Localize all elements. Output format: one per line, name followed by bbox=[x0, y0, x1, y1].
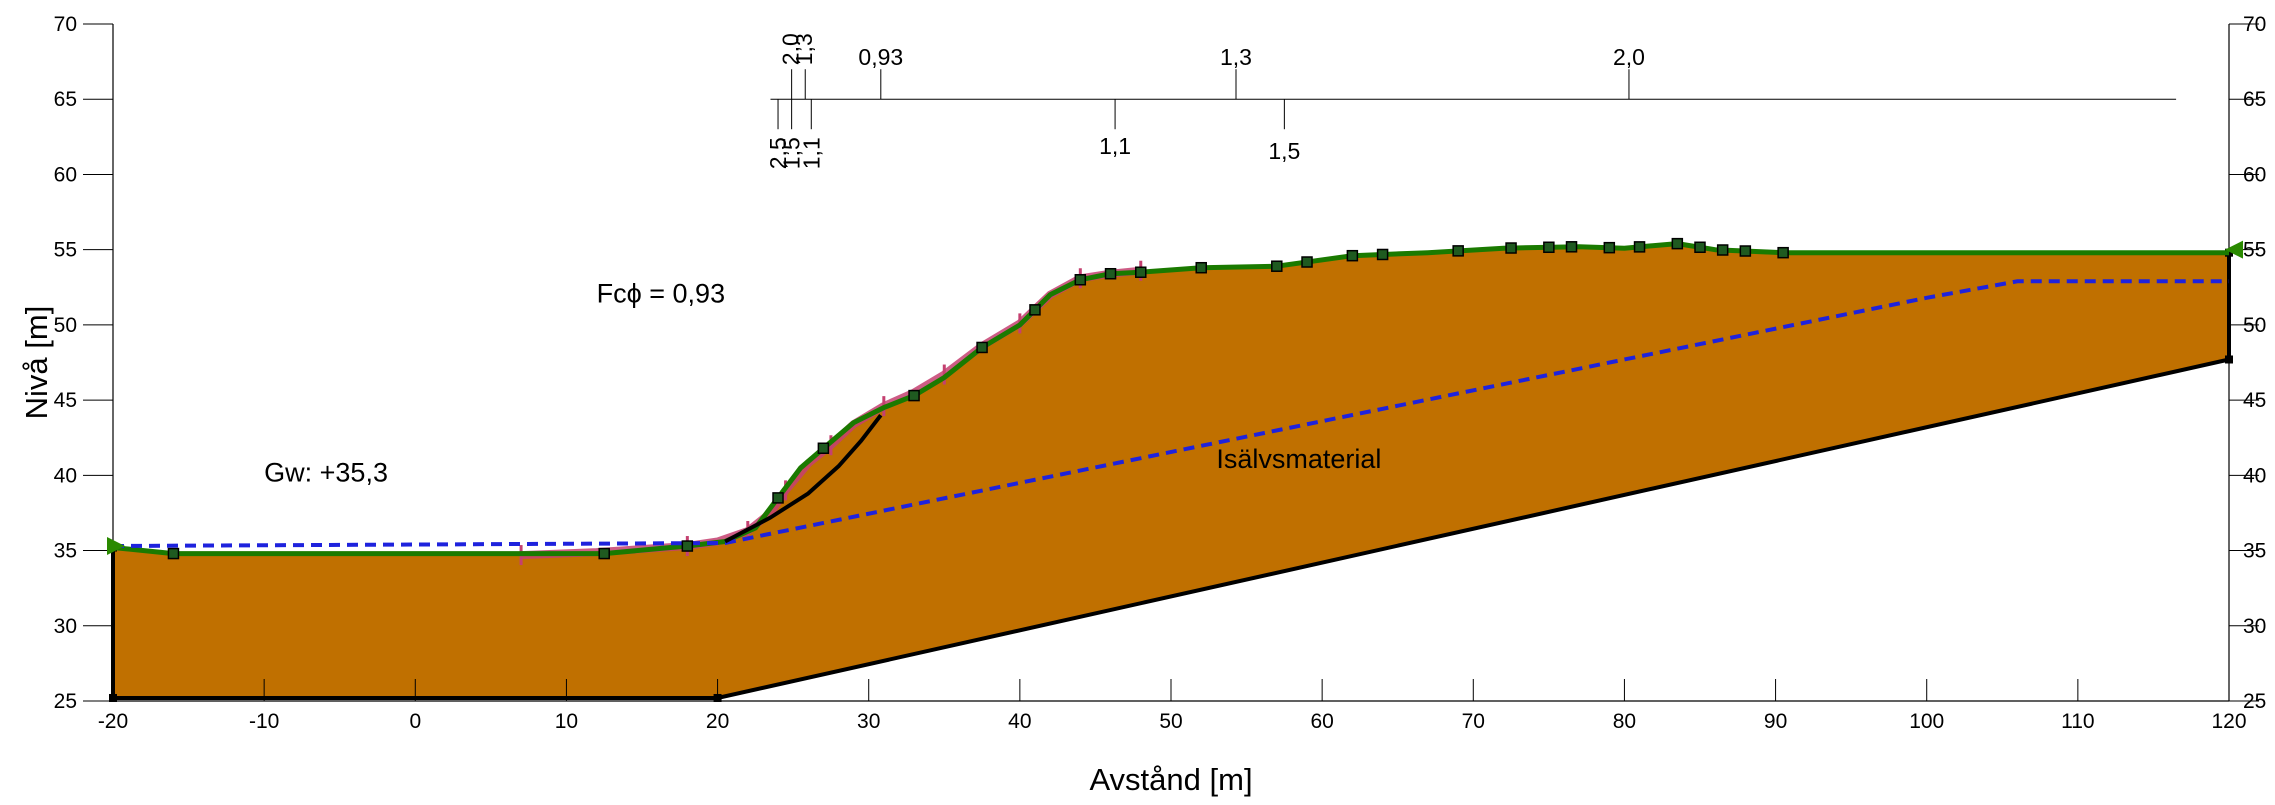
boundary-node bbox=[2225, 355, 2233, 364]
y-tick-label-left: 30 bbox=[54, 615, 77, 638]
fs-label-below: 1,1 bbox=[798, 137, 824, 169]
x-tick-label: 60 bbox=[1310, 710, 1333, 733]
fs-label-below: 1,5 bbox=[779, 137, 805, 169]
surface-point-marker bbox=[1452, 245, 1464, 257]
groundwater-line bbox=[112, 279, 2229, 548]
fs-label-above: 2,0 bbox=[1613, 44, 1645, 70]
surface-point-marker bbox=[1135, 266, 1147, 278]
y-tick-label-left: 35 bbox=[54, 540, 77, 563]
surface-point-marker bbox=[167, 547, 180, 560]
x-tick-label: 20 bbox=[706, 710, 729, 733]
surface-point-marker bbox=[1301, 256, 1313, 268]
critical-slip-surface bbox=[724, 413, 883, 544]
y-tick-label-right: 45 bbox=[2243, 389, 2266, 412]
surface-point-marker bbox=[1074, 274, 1087, 286]
surface-point-marker bbox=[681, 540, 694, 552]
material-area bbox=[113, 243, 2229, 698]
fs-label-below: 1,5 bbox=[1268, 138, 1300, 164]
x-tick-label: -10 bbox=[249, 710, 279, 733]
fs-label-above: 1,3 bbox=[791, 33, 817, 65]
x-tick-label: 100 bbox=[1909, 710, 1944, 733]
surface-point-marker bbox=[1603, 241, 1616, 254]
surface-point-marker bbox=[1777, 246, 1789, 259]
surface-point-marker bbox=[1104, 267, 1117, 280]
x-tick-label: 10 bbox=[555, 710, 578, 733]
y-axis-title: Nivå [m] bbox=[19, 306, 54, 420]
x-tick-label: 40 bbox=[1008, 710, 1031, 733]
safety-factor-scale: 2,01,3 0,93 1,3 2,02,51,51,1 1,1 1,5 bbox=[765, 33, 2177, 169]
x-tick-label: 30 bbox=[857, 710, 880, 733]
y-tick-label-right: 50 bbox=[2243, 314, 2266, 337]
groundwater-label: Gw: +35,3 bbox=[264, 457, 388, 487]
y-tick-label-left: 65 bbox=[54, 88, 77, 111]
x-tick-label: 110 bbox=[2061, 710, 2094, 733]
surface-point-marker bbox=[1565, 241, 1578, 253]
x-tick-label: 0 bbox=[409, 710, 421, 733]
y-tick-label-left: 40 bbox=[54, 464, 77, 487]
material-layer bbox=[113, 243, 2229, 698]
surface-point-marker bbox=[1739, 245, 1752, 257]
surface-point-marker bbox=[1671, 237, 1684, 250]
surface-point-marker bbox=[1716, 244, 1729, 256]
surface-point-marker bbox=[1694, 241, 1706, 254]
y-tick-label-left: 55 bbox=[54, 239, 77, 262]
y-tick-label-right: 55 bbox=[2243, 239, 2266, 262]
x-tick-label: 90 bbox=[1764, 710, 1787, 733]
material-label: Isälvsmaterial bbox=[1216, 444, 1381, 474]
right-endpoint-marker bbox=[2225, 240, 2243, 259]
surface-point-marker bbox=[1633, 241, 1646, 253]
y-tick-label-left: 50 bbox=[54, 314, 77, 337]
x-tick-label: 80 bbox=[1613, 710, 1636, 733]
x-tick-label: 70 bbox=[1462, 710, 1485, 733]
surface-point-marker bbox=[1195, 261, 1207, 274]
fs-label-below: 2,5 bbox=[765, 137, 791, 169]
surface-point-marker bbox=[1505, 242, 1517, 254]
y-tick-label-right: 70 bbox=[2243, 13, 2266, 36]
fs-label-above: 0,93 bbox=[858, 44, 903, 70]
surface-point-marker bbox=[1029, 304, 1041, 316]
y-tick-label-right: 35 bbox=[2243, 540, 2266, 563]
x-axis-title: Avstånd [m] bbox=[1089, 762, 1252, 797]
y-tick-label-right: 60 bbox=[2243, 163, 2266, 186]
x-tick-label: 50 bbox=[1159, 710, 1182, 733]
x-tick-label: 120 bbox=[2211, 710, 2246, 733]
fs-label-below: 1,1 bbox=[1099, 133, 1131, 159]
surface-point-marker bbox=[772, 492, 784, 504]
y-tick-label-left: 45 bbox=[54, 389, 77, 412]
y-tick-label-right: 65 bbox=[2243, 88, 2266, 111]
left-endpoint-marker bbox=[107, 537, 125, 556]
boundary-node bbox=[713, 693, 722, 702]
surface-point-marker bbox=[1271, 260, 1283, 272]
profile-lines bbox=[107, 237, 2243, 702]
x-tick-label: -20 bbox=[98, 710, 128, 733]
surface-point-marker bbox=[1376, 248, 1389, 261]
y-tick-label-left: 60 bbox=[54, 163, 77, 186]
surface-point-marker bbox=[908, 389, 920, 402]
y-tick-label-left: 70 bbox=[54, 13, 77, 36]
y-tick-label-right: 30 bbox=[2243, 615, 2266, 638]
fs-label-above: 1,3 bbox=[1220, 44, 1252, 70]
y-tick-label-right: 40 bbox=[2243, 464, 2266, 487]
surface-point-marker bbox=[1346, 249, 1359, 262]
surface-point-marker bbox=[817, 442, 830, 455]
y-tick-label-left: 25 bbox=[54, 690, 77, 713]
surface-point-marker bbox=[1543, 241, 1555, 254]
fs-label-above: 2,0 bbox=[778, 33, 804, 65]
safety-factor-label: Fcϕ = 0,93 bbox=[597, 278, 725, 308]
boundary-node bbox=[109, 693, 117, 702]
surface-point-marker bbox=[976, 341, 988, 354]
y-tick-label-right: 25 bbox=[2243, 690, 2266, 713]
surface-point-marker bbox=[598, 547, 610, 560]
